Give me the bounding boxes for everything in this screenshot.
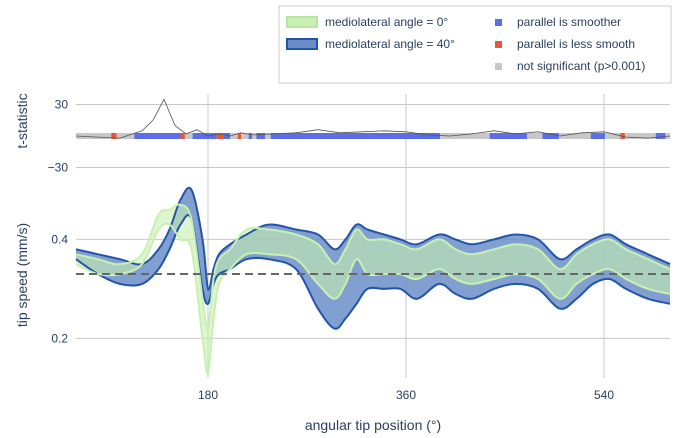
x-tick-label-540: 540 <box>594 388 614 402</box>
legend-swatch-4 <box>495 63 502 70</box>
legend-swatch-1 <box>286 38 318 50</box>
significance-segment-18 <box>489 133 527 139</box>
significance-segment-13 <box>252 133 257 139</box>
significance-segment-5 <box>184 133 193 139</box>
band-40-lower-line <box>75 214 671 330</box>
legend-swatch-3 <box>495 41 502 48</box>
band-0-fill <box>76 204 670 374</box>
significance-segment-7 <box>216 133 224 139</box>
significance-segment-16 <box>270 133 441 139</box>
significance-segment-26 <box>655 133 666 139</box>
top-panel-ylabel: t-statistic <box>14 93 30 148</box>
significance-segment-1 <box>111 133 117 139</box>
significance-segment-22 <box>590 133 606 139</box>
legend: mediolateral angle = 0° mediolateral angl… <box>278 5 672 84</box>
x-tick-label-360: 360 <box>396 388 416 402</box>
significance-segment-8 <box>223 133 230 139</box>
significance-segment-23 <box>605 133 621 139</box>
significance-segment-25 <box>624 133 656 139</box>
t-statistic-line <box>75 98 671 139</box>
band-0-upper-line <box>75 203 671 330</box>
significance-segment-10 <box>237 133 241 139</box>
bottom-tick-label-0: 0.4 <box>51 232 68 246</box>
significance-segment-3 <box>134 133 181 139</box>
significance-segment-14 <box>256 133 266 139</box>
axes-layer: t-statistic tip speed (mm/s) angular tip… <box>14 93 614 433</box>
significance-segment-17 <box>440 133 490 139</box>
legend-label-0: mediolateral angle = 0° <box>325 15 448 29</box>
top-tick-label-1: −30 <box>48 161 69 175</box>
significance-segment-9 <box>230 133 238 139</box>
significance-segment-21 <box>558 133 591 139</box>
significance-segment-11 <box>241 133 249 139</box>
significance-segment-20 <box>542 133 559 139</box>
tip-speed-panel <box>75 186 671 375</box>
band-0-lower-line <box>75 222 671 375</box>
legend-label-3: parallel is less smooth <box>517 37 635 51</box>
legend-label-1: mediolateral angle = 40° <box>325 37 455 51</box>
bottom-tick-label-1: 0.2 <box>51 331 68 345</box>
legend-swatch-2 <box>495 19 502 26</box>
legend-label-4: not significant (p>0.001) <box>517 59 645 73</box>
legend-box <box>278 5 672 84</box>
significance-segment-15 <box>265 133 271 139</box>
top-tick-label-0: 30 <box>55 98 69 112</box>
x-axis-title: angular tip position (°) <box>305 417 441 433</box>
legend-label-2: parallel is smoother <box>517 15 621 29</box>
significance-segment-12 <box>248 133 252 139</box>
significance-segment-0 <box>76 133 112 139</box>
x-tick-label-180: 180 <box>198 388 218 402</box>
bottom-panel-ylabel: tip speed (mm/s) <box>14 223 30 327</box>
significance-segment-19 <box>527 133 543 139</box>
significance-segment-6 <box>192 133 217 139</box>
band-40-upper-line <box>75 186 671 291</box>
legend-swatch-0 <box>286 16 318 28</box>
t-statistic-panel <box>75 98 671 139</box>
significance-segment-4 <box>180 133 185 139</box>
